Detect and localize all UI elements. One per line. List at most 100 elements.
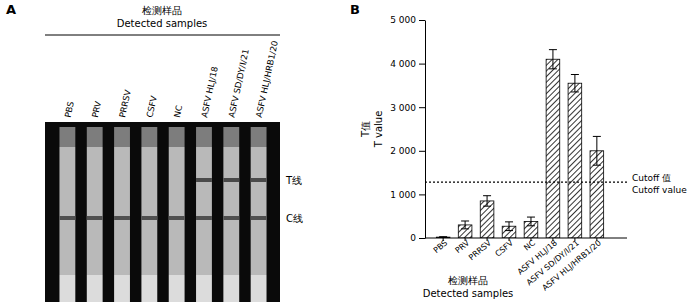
t-line <box>251 178 267 182</box>
strip-label: ASFV HLJ/18 <box>199 66 220 119</box>
y-axis-title: T值 <box>360 121 371 138</box>
c-line <box>251 216 267 220</box>
strip-window <box>141 147 157 275</box>
error-cap <box>549 49 557 50</box>
y-tick: 0 <box>410 233 425 243</box>
bar <box>480 201 494 238</box>
strip-pad <box>141 275 157 302</box>
x-tick: PRRSV <box>467 238 493 262</box>
x-tick-label: NC <box>522 238 537 253</box>
c-line <box>223 216 239 220</box>
y-tick-mark <box>419 194 425 195</box>
figure: A检测样品Detected samplesPBSPRVPRRSVCSFVNCAS… <box>0 0 700 302</box>
panel-label: B <box>350 2 360 17</box>
strip-window <box>114 147 130 275</box>
strip <box>169 127 185 302</box>
cutoff-label: Cutoff 值 <box>632 173 671 183</box>
strip <box>223 127 239 302</box>
c-line <box>141 216 157 220</box>
strip-window <box>251 147 267 275</box>
t-line <box>196 178 212 182</box>
strip-label: PRV <box>90 100 103 118</box>
error-cap <box>549 68 557 69</box>
strip-top <box>87 127 103 147</box>
panel-label: A <box>6 2 16 17</box>
x-tick: NC <box>522 238 537 253</box>
y-tick-label: 4 000 <box>390 59 416 69</box>
strip-window <box>223 147 239 275</box>
error-cap <box>527 217 535 218</box>
x-axis-title: Detected samples <box>423 288 514 299</box>
y-tick-label: 0 <box>410 233 416 243</box>
t-line <box>223 178 239 182</box>
strip-label: PRRSV <box>117 89 133 119</box>
strip-pad <box>59 275 75 302</box>
x-tick: PBS <box>432 238 449 255</box>
strip-pad <box>87 275 103 302</box>
strip-window <box>87 147 103 275</box>
x-tick-label: ASFV HLJ/HRB1/20 <box>541 238 603 292</box>
strip-window <box>59 147 75 275</box>
strip-pad <box>223 275 239 302</box>
error-bar <box>505 222 513 231</box>
error-bar <box>527 217 535 226</box>
strip-top <box>141 127 157 147</box>
bar <box>568 83 582 238</box>
error-bar <box>571 75 579 92</box>
strip <box>87 127 103 302</box>
x-tick-label: PRRSV <box>467 238 493 262</box>
y-tick-label: 1 000 <box>390 190 416 200</box>
y-tick-mark <box>419 64 425 65</box>
strip-top <box>169 127 185 147</box>
strip-pad <box>114 275 130 302</box>
x-axis: PBSPRVPRRSVCSFVNCASFV HLJ/18ASFV SD/DY/I… <box>425 238 627 293</box>
c-line <box>196 216 212 220</box>
error-bar <box>483 196 491 206</box>
error-cap <box>527 225 535 226</box>
line-label: T线 <box>285 175 302 186</box>
strip <box>251 127 267 302</box>
error-stem <box>574 75 575 92</box>
y-tick-mark <box>419 238 425 239</box>
c-line <box>169 216 185 220</box>
bar <box>546 59 560 238</box>
error-cap <box>571 91 579 92</box>
error-stem <box>552 50 553 69</box>
strip-pad <box>251 275 267 302</box>
title: 检测样品 <box>142 5 182 16</box>
strip-label: CSFV <box>145 95 159 119</box>
strip-label: NC <box>172 104 184 118</box>
strip-top <box>59 127 75 147</box>
c-line <box>87 216 103 220</box>
x-tick: ASFV HLJ/HRB1/20 <box>541 238 603 293</box>
y-tick-label: 5 000 <box>390 15 416 25</box>
strip-pad <box>169 275 185 302</box>
x-axis-title: 检测样品 <box>448 275 488 286</box>
y-tick-label: 3 000 <box>390 103 416 113</box>
y-tick-mark <box>419 151 425 152</box>
strip-window <box>169 147 185 275</box>
c-line <box>114 216 130 220</box>
y-tick-mark <box>419 107 425 108</box>
error-cap <box>439 236 447 237</box>
x-tick-label: PBS <box>432 238 449 255</box>
strip <box>141 127 157 302</box>
error-bar <box>593 136 601 165</box>
c-line <box>59 216 75 220</box>
y-tick: 4 000 <box>390 59 425 69</box>
error-cap <box>593 136 601 137</box>
y-tick: 1 000 <box>390 190 425 200</box>
strip-top <box>196 127 212 147</box>
strip <box>59 127 75 302</box>
strip-top <box>251 127 267 147</box>
strip-top <box>114 127 130 147</box>
cutoff-line <box>425 182 627 183</box>
error-bar <box>461 221 469 229</box>
y-tick: 5 000 <box>390 15 425 25</box>
error-bar <box>549 50 557 69</box>
x-tick-label: CSFV <box>493 238 515 259</box>
strip <box>196 127 212 302</box>
strip-label: ASFV HLJ/HRB1/20 <box>254 40 280 119</box>
y-axis: 01 0002 0003 0004 0005 000 <box>390 15 425 243</box>
y-axis-title: T value <box>373 111 384 149</box>
